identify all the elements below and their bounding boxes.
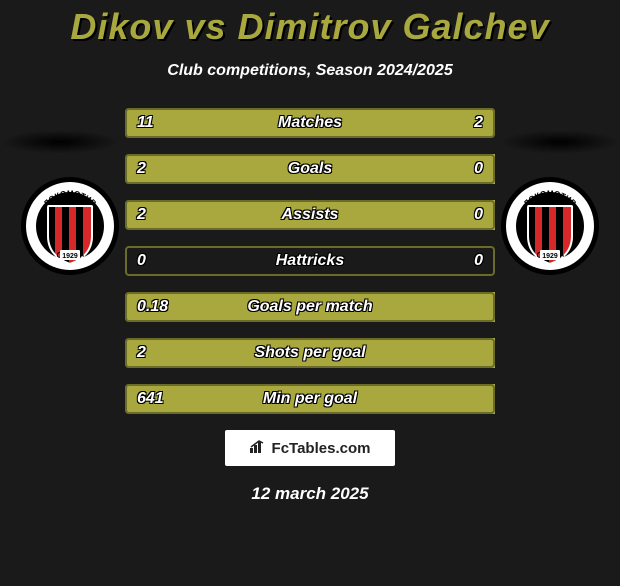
player-badge-right: ЛОКОМОТИВ СОФИЯ 1929 (500, 176, 600, 276)
stat-row: 20Goals (125, 154, 495, 184)
shadow-left (0, 130, 120, 154)
stat-label: Goals per match (125, 292, 495, 322)
stat-label: Hattricks (125, 246, 495, 276)
club-crest-icon: ЛОКОМОТИВ СОФИЯ 1929 (20, 176, 120, 276)
stats-chart: 112Matches 20Goals 20Assists 00Hattricks 0.1… (125, 108, 495, 414)
footer-brand-badge: FcTables.com (225, 430, 395, 466)
page-subtitle: Club competitions, Season 2024/2025 (0, 62, 620, 80)
svg-text:1929: 1929 (62, 253, 78, 260)
footer-date: 12 march 2025 (0, 484, 620, 504)
shadow-right (500, 130, 620, 154)
chart-icon (250, 439, 268, 457)
stat-row: 0.18Goals per match (125, 292, 495, 322)
stat-row: 20Assists (125, 200, 495, 230)
page-title: Dikov vs Dimitrov Galchev (0, 6, 620, 48)
stat-row: 112Matches (125, 108, 495, 138)
stat-row: 2Shots per goal (125, 338, 495, 368)
club-crest-icon: ЛОКОМОТИВ СОФИЯ 1929 (500, 176, 600, 276)
stat-label: Shots per goal (125, 338, 495, 368)
stat-row: 641Min per goal (125, 384, 495, 414)
stat-row: 00Hattricks (125, 246, 495, 276)
svg-text:1929: 1929 (542, 253, 558, 260)
stat-label: Assists (125, 200, 495, 230)
stat-label: Min per goal (125, 384, 495, 414)
footer-brand-text: FcTables.com (272, 440, 371, 457)
stat-label: Goals (125, 154, 495, 184)
player-badge-left: ЛОКОМОТИВ СОФИЯ 1929 (20, 176, 120, 276)
stat-label: Matches (125, 108, 495, 138)
